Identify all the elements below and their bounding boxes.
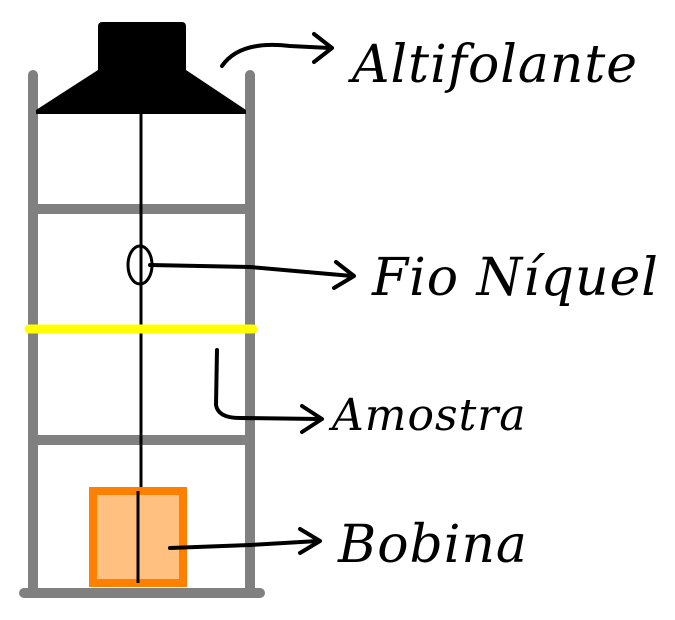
label-wire: Fio Níquel xyxy=(371,248,659,308)
arrow-coil xyxy=(168,527,322,555)
speaker-cone xyxy=(36,70,246,114)
arrow-sample xyxy=(214,348,324,434)
speaker xyxy=(36,22,246,114)
label-speaker: Altifolante xyxy=(348,35,638,95)
label-coil: Bobina xyxy=(337,515,528,575)
label-sample: Amostra xyxy=(328,390,527,441)
arrow-wire xyxy=(148,260,356,290)
arrow-speaker xyxy=(220,32,334,68)
coil xyxy=(89,487,187,587)
speaker-magnet xyxy=(98,22,186,74)
